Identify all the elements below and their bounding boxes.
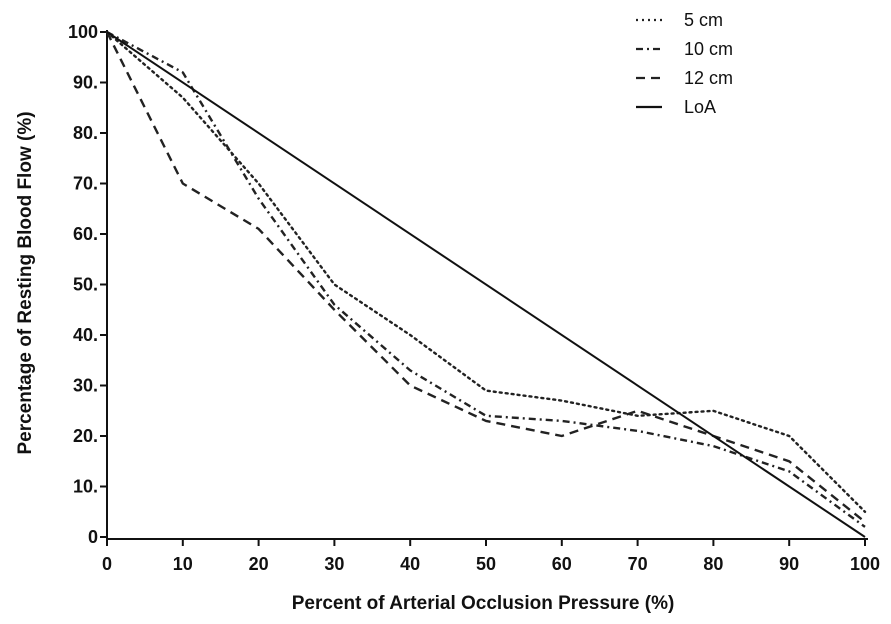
y-tick-label: 30. bbox=[73, 376, 98, 396]
y-tick-label: 90. bbox=[73, 73, 98, 93]
x-tick-label: 70 bbox=[628, 554, 648, 574]
series-line-12-cm bbox=[105, 31, 866, 523]
y-tick-label: 70. bbox=[73, 174, 98, 194]
x-tick-label: 80 bbox=[703, 554, 723, 574]
y-tick-label: 10. bbox=[73, 477, 98, 497]
x-tick-label: 100 bbox=[850, 554, 880, 574]
y-tick-label: 40. bbox=[73, 325, 98, 345]
y-tick-label: 100 bbox=[68, 22, 98, 42]
x-tick-label: 90 bbox=[779, 554, 799, 574]
ticks: 0 10 20 30 40 50 60 70 80 90 100 0 10. 20. 30. 40. 50. 60… bbox=[68, 22, 880, 574]
legend-label-5-cm: 5 cm bbox=[684, 10, 723, 30]
y-tick-label: 0 bbox=[88, 527, 98, 547]
legend: 5 cm 10 cm 12 cm LoA bbox=[636, 10, 733, 117]
series-line-loa bbox=[106, 31, 866, 538]
x-tick-label: 20 bbox=[249, 554, 269, 574]
series-lines bbox=[105, 30, 867, 538]
y-tick-label: 80. bbox=[73, 123, 98, 143]
x-tick-label: 50 bbox=[476, 554, 496, 574]
x-tick-label: 10 bbox=[173, 554, 193, 574]
x-tick-label: 40 bbox=[400, 554, 420, 574]
series-line-5-cm bbox=[105, 30, 867, 513]
y-tick-label: 60. bbox=[73, 224, 98, 244]
legend-label-10-cm: 10 cm bbox=[684, 39, 733, 59]
y-tick-label: 50. bbox=[73, 275, 98, 295]
y-axis-label: Percentage of Resting Blood Flow (%) bbox=[15, 111, 36, 454]
x-axis-label: Percent of Arterial Occlusion Pressure (… bbox=[292, 593, 675, 614]
y-tick-label: 20. bbox=[73, 426, 98, 446]
x-tick-label: 30 bbox=[324, 554, 344, 574]
series-line-10-cm bbox=[106, 30, 866, 528]
legend-label-12-cm: 12 cm bbox=[684, 68, 733, 88]
x-tick-label: 0 bbox=[102, 554, 112, 574]
x-tick-label: 60 bbox=[552, 554, 572, 574]
legend-label-loa: LoA bbox=[684, 97, 716, 117]
